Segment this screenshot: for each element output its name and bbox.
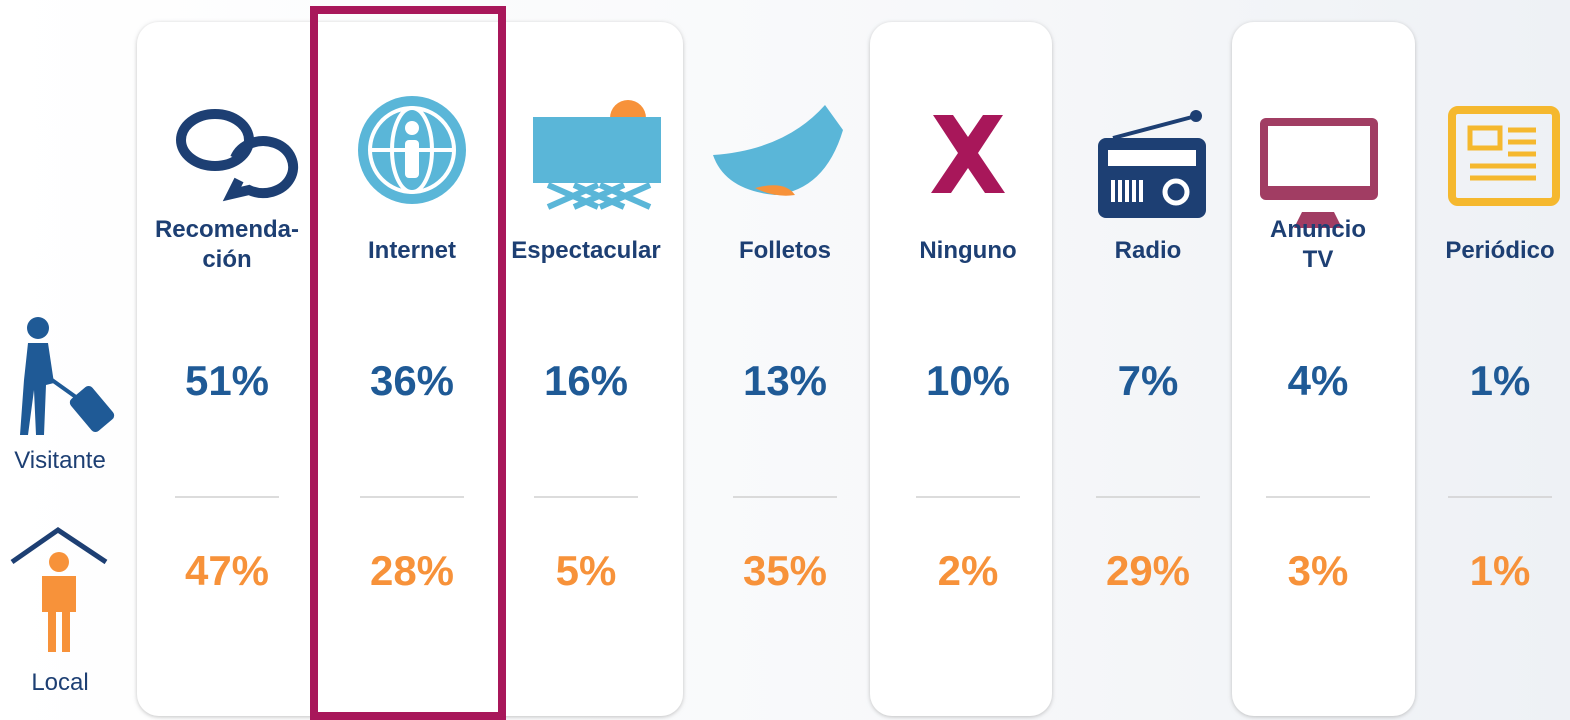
icon-shape xyxy=(713,105,843,195)
icon xyxy=(1448,106,1560,206)
column-name: Anuncio xyxy=(1270,216,1366,243)
icon xyxy=(1098,110,1206,218)
column-name: Recomenda- xyxy=(155,216,299,243)
row-label: Visitante xyxy=(14,447,106,474)
icon xyxy=(533,100,661,210)
column-name: Periódico xyxy=(1445,237,1554,264)
icon xyxy=(358,96,466,204)
icon-shape xyxy=(1112,114,1197,140)
icon-shape xyxy=(405,140,419,178)
local-value: 1% xyxy=(1470,547,1531,594)
visitor-value: 4% xyxy=(1288,357,1349,404)
icon-shape xyxy=(1294,212,1342,228)
icon-shape xyxy=(931,115,1005,193)
visitor-value: 36% xyxy=(370,357,454,404)
column-name: Internet xyxy=(368,237,456,264)
icon xyxy=(176,109,299,202)
row-label: Local xyxy=(31,669,88,696)
icon-shape xyxy=(1448,106,1560,206)
local-value: 2% xyxy=(938,547,999,594)
icon xyxy=(1260,118,1378,228)
local-value: 3% xyxy=(1288,547,1349,594)
icon-shape xyxy=(755,185,795,196)
local-value: 29% xyxy=(1106,547,1190,594)
icon-shape xyxy=(1467,125,1503,151)
icon-shape xyxy=(1162,178,1190,206)
icon-shape xyxy=(546,182,652,210)
local-value: 5% xyxy=(556,547,617,594)
icon-shape xyxy=(1470,127,1536,181)
visitor-value: 13% xyxy=(743,357,827,404)
column-name: Radio xyxy=(1115,237,1182,264)
icon-shape xyxy=(1108,150,1196,166)
icon-shape xyxy=(533,117,661,183)
icon xyxy=(713,105,843,196)
visitor-value: 7% xyxy=(1118,357,1179,404)
icon-shape xyxy=(1190,110,1202,122)
column-name: Folletos xyxy=(739,237,831,264)
icon xyxy=(931,115,1005,193)
highlight xyxy=(310,6,506,720)
visitor-value: 10% xyxy=(926,357,1010,404)
icon-shape xyxy=(1268,126,1370,186)
visitor-value: 1% xyxy=(1470,357,1531,404)
icon-shape xyxy=(222,136,299,202)
visitor-icon xyxy=(20,317,115,435)
icon-shape xyxy=(1111,180,1143,202)
column-name: TV xyxy=(1303,246,1334,273)
column-name: Espectacular xyxy=(511,237,660,264)
icon-shape xyxy=(405,121,419,135)
card xyxy=(870,22,1052,716)
visitor-value: 51% xyxy=(185,357,269,404)
local-value: 28% xyxy=(370,547,454,594)
local-value: 47% xyxy=(185,547,269,594)
local-icon xyxy=(10,526,108,652)
local-value: 35% xyxy=(743,547,827,594)
visitor-value: 16% xyxy=(544,357,628,404)
column-name: ción xyxy=(202,246,251,273)
column-name: Ninguno xyxy=(919,237,1016,264)
